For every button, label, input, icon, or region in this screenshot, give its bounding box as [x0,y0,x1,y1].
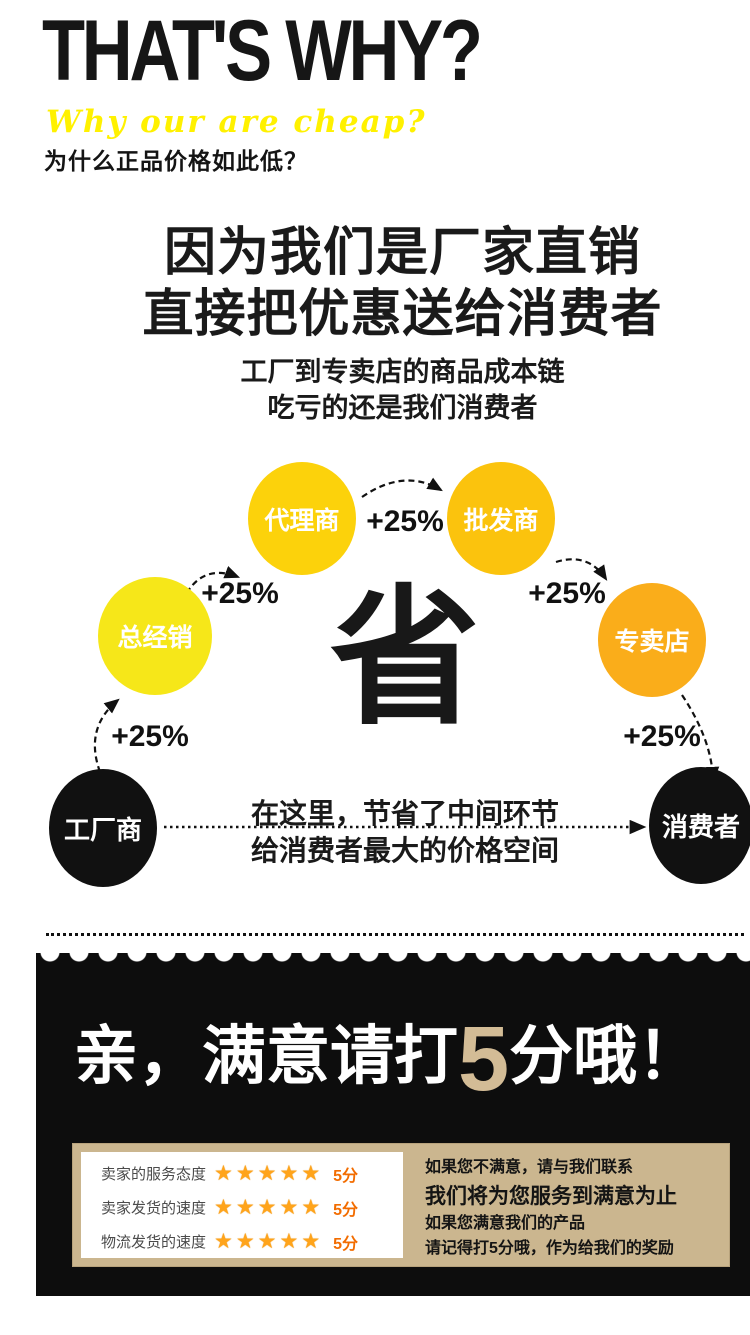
rating-label: 卖家的服务态度 [101,1166,207,1183]
star-icon: ★ [279,1230,302,1253]
star-icon: ★ [235,1196,258,1219]
rating-headline-five: 5 [458,1008,510,1110]
arrow-agent-to-wholesaler [361,477,443,498]
rating-label: 卖家发货的速度 [101,1200,207,1217]
node-wholesaler-label: 批发商 [463,506,539,535]
star-rating: ★★★★★ [214,1197,323,1218]
rating-row-service: 卖家的服务态度 ★★★★★ 5分 [81,1158,403,1189]
rating-score: 5分 [333,1235,359,1253]
message-line: 如果您满意我们的产品 [425,1215,586,1233]
node-general-distributor-label: 总经销 [117,624,193,652]
star-icon: ★ [301,1162,324,1185]
star-rating: ★★★★★ [214,1231,323,1252]
rating-row-logistics: 物流发货的速度 ★★★★★ 5分 [81,1226,403,1257]
markup-label-3: +25% [366,505,444,538]
star-icon: ★ [214,1230,236,1253]
headline-sub2: 吃亏的还是我们消费者 [267,393,538,423]
node-retail-store-label: 专卖店 [614,628,690,656]
message-line: 我们将为您服务到满意为止 [425,1184,677,1208]
rating-box: 卖家的服务态度 ★★★★★ 5分 卖家发货的速度 ★★★★★ 5分 物流发货的速… [81,1152,403,1258]
star-icon: ★ [214,1196,236,1219]
wavy-edge [36,952,750,966]
rating-panel: 卖家的服务态度 ★★★★★ 5分 卖家发货的速度 ★★★★★ 5分 物流发货的速… [72,1143,730,1267]
diagram-note2: 给消费者最大的价格空间 [250,835,560,866]
rating-label: 物流发货的速度 [101,1234,207,1251]
node-general-distributor: 总经销 [98,577,212,695]
node-factory: 工厂商 [49,769,157,887]
star-icon: ★ [214,1162,236,1185]
diagram-note1: 在这里，节省了中间环节 [250,798,560,829]
headline-line2: 直接把优惠送给消费者 [142,285,663,342]
arrow-factory-to-general [93,698,120,773]
rating-row-shipping: 卖家发货的速度 ★★★★★ 5分 [81,1192,403,1223]
star-icon: ★ [279,1196,302,1219]
node-retail-store: 专卖店 [598,583,706,697]
dotted-divider [46,933,744,936]
node-wholesaler: 批发商 [447,462,555,575]
message-line: 请记得打5分哦，作为给我们的奖励 [425,1240,674,1258]
star-icon: ★ [257,1162,280,1185]
markup-label-5: +25% [623,720,701,753]
markup-label-4: +25% [528,577,606,610]
headline-line1: 因为我们是厂家直销 [163,224,641,282]
rating-message: 如果您不满意，请与我们联系 我们将为您服务到满意为止 如果您满意我们的产品 请记… [425,1156,721,1262]
star-rating: ★★★★★ [214,1163,323,1184]
rating-headline-prefix: 亲，满意请打 [74,1020,458,1092]
subtitle-chinese: 为什么正品价格如此低？ [44,148,308,174]
star-icon: ★ [279,1162,302,1185]
arrow-general-to-agent [180,566,241,603]
page-title: THAT'S WHY? [42,3,483,99]
star-icon: ★ [301,1196,324,1219]
rating-headline-suffix: 分哦！ [509,1020,702,1092]
star-icon: ★ [257,1230,280,1253]
star-icon: ★ [257,1196,280,1219]
subtitle-script: Why our are cheap? [46,104,427,140]
star-icon: ★ [301,1230,324,1253]
markup-label-1: +25% [111,720,189,753]
save-character: 省 [329,574,481,742]
node-factory-label: 工厂商 [63,814,142,845]
rating-score: 5分 [333,1167,359,1185]
star-icon: ★ [235,1230,258,1253]
rating-headline: 亲，满意请打5分哦！ [74,1005,746,1112]
rating-banner: 亲，满意请打5分哦！ 卖家的服务态度 ★★★★★ 5分 卖家发货的速度 ★★★★… [36,952,750,1296]
message-line: 如果您不满意，请与我们联系 [425,1159,634,1176]
star-icon: ★ [235,1162,258,1185]
node-consumer: 消费者 [649,767,750,884]
node-agent-label: 代理商 [264,506,340,535]
headline-sub1: 工厂到专卖店的商品成本链 [240,357,565,387]
rating-score: 5分 [333,1201,359,1219]
node-consumer-label: 消费者 [661,812,740,842]
markup-label-2: +25% [201,577,279,610]
node-agent: 代理商 [248,462,356,575]
arrow-wholesaler-to-retail [555,558,608,581]
